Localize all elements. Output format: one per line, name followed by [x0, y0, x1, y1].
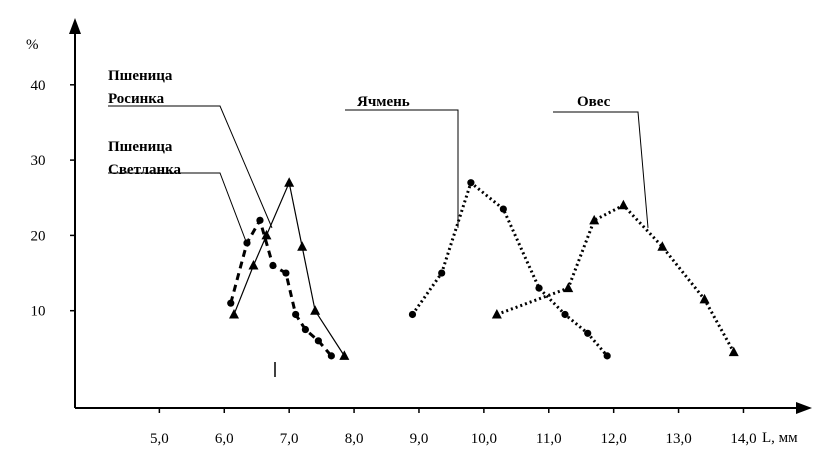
- data-point: [563, 282, 574, 293]
- series-label: Пшеница Росинка: [108, 68, 173, 107]
- x-tick-label: 14,0: [730, 431, 756, 447]
- x-tick-label: 10,0: [471, 431, 497, 447]
- data-point: [584, 329, 592, 337]
- y-axis-label: %: [26, 37, 39, 53]
- series-line: [411, 180, 609, 357]
- x-tick-label: 13,0: [665, 431, 691, 447]
- data-point: [292, 310, 300, 319]
- data-point: [248, 260, 259, 270]
- series-line: [496, 203, 736, 353]
- series-label-leader: [553, 111, 649, 228]
- x-tick-label: 5,0: [150, 431, 169, 447]
- data-point: [589, 214, 600, 225]
- series-label: Пшеница Светланка: [108, 139, 182, 178]
- data-point: [699, 293, 710, 304]
- x-tick-label: 7,0: [280, 431, 299, 447]
- data-point: [499, 205, 507, 213]
- data-point: [408, 310, 417, 319]
- y-tick-label: 10: [31, 304, 46, 320]
- x-axis-label: L, мм: [762, 430, 798, 446]
- y-tick-label: 40: [31, 78, 46, 94]
- x-axis-arrow: [796, 402, 812, 414]
- series-1: [229, 177, 350, 360]
- series-label-leader: [108, 105, 273, 229]
- series-label: Ячмень: [357, 94, 410, 110]
- series-3: [491, 199, 739, 357]
- data-point: [327, 352, 335, 360]
- data-point: [728, 346, 739, 357]
- data-point: [282, 269, 290, 277]
- data-point: [535, 284, 543, 292]
- y-tick-label: 20: [31, 228, 46, 244]
- axes: % L, мм: [26, 18, 812, 446]
- data-point: [284, 177, 295, 187]
- data-point: [256, 216, 264, 224]
- data-point: [561, 310, 569, 319]
- data-point: [301, 325, 309, 334]
- series-layer: [227, 177, 739, 360]
- x-tick-label: 11,0: [536, 431, 562, 447]
- series-2: [408, 179, 611, 360]
- x-tick-label: 9,0: [410, 431, 429, 447]
- x-tick-label: 8,0: [345, 431, 364, 447]
- series-label-leader: [108, 172, 249, 247]
- data-point: [657, 241, 668, 251]
- series-labels: Пшеница Светланка Пшеница Росинка Ячмень Овес: [108, 68, 649, 247]
- series-label-leader: [345, 109, 459, 228]
- data-point: [297, 241, 308, 251]
- data-point: [603, 352, 611, 360]
- data-point: [229, 308, 240, 319]
- data-point: [491, 308, 502, 319]
- data-point: [314, 337, 322, 345]
- x-tick-label: 12,0: [601, 431, 627, 447]
- y-axis-arrow: [69, 18, 81, 34]
- data-point: [618, 199, 629, 210]
- data-point: [310, 305, 321, 315]
- series-label: Овес: [577, 94, 611, 110]
- data-point: [438, 269, 446, 277]
- series-0: [227, 216, 335, 360]
- data-point: [261, 229, 272, 240]
- y-tick-label: 30: [31, 153, 46, 169]
- x-tick-label: 6,0: [215, 431, 234, 447]
- ticks: 5,0 6,0 7,0 8,0 9,0 10,0 11,0 12,0 13,0 14,0 10 20 3…: [31, 78, 757, 447]
- data-point: [269, 261, 277, 270]
- data-point: [227, 299, 235, 307]
- data-point: [339, 350, 350, 360]
- data-point: [467, 179, 475, 187]
